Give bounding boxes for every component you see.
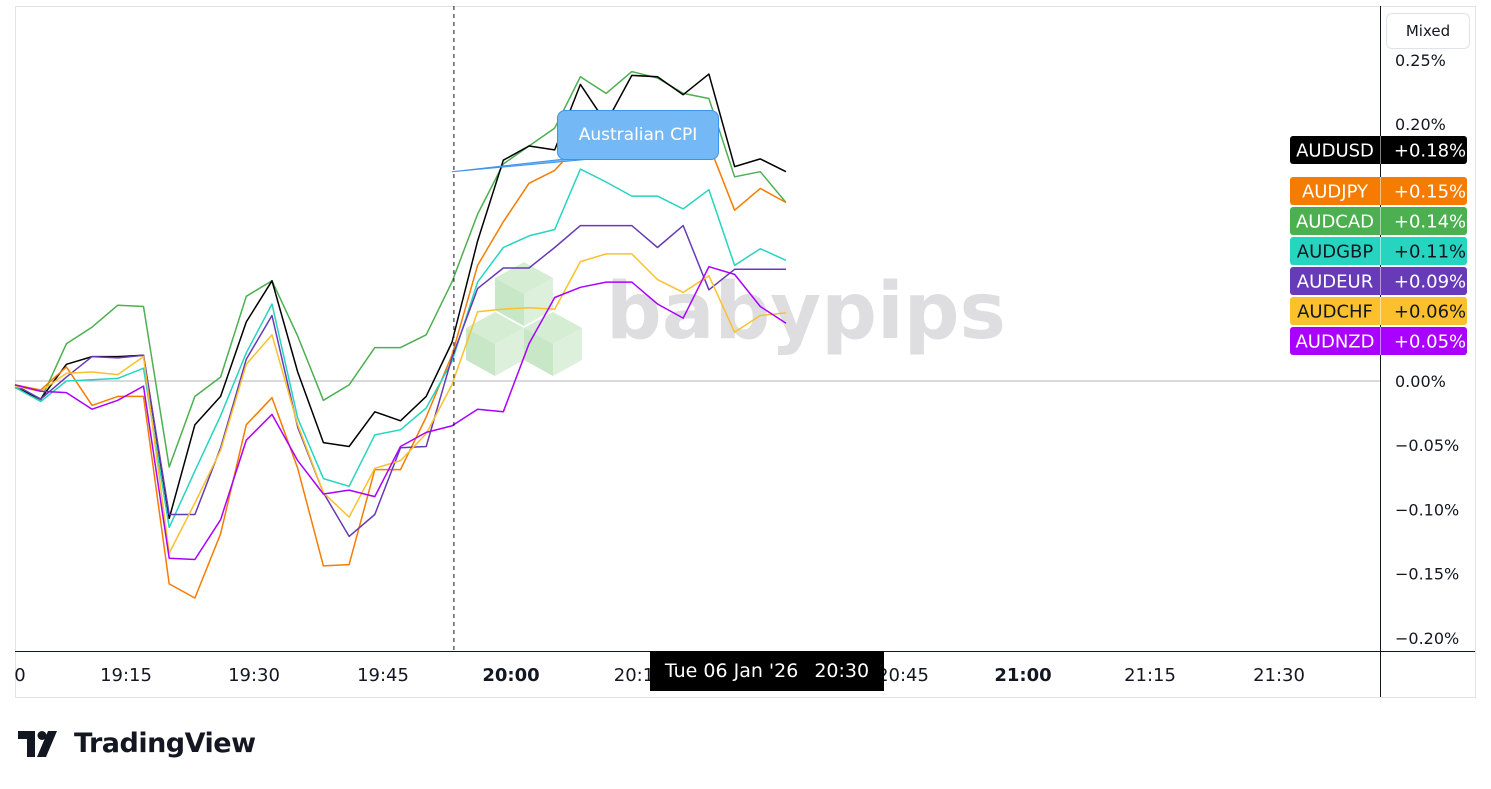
legend-badge-audcad: AUDCAD +0.14%: [1290, 207, 1467, 235]
legend-series-value: +0.11%: [1394, 242, 1466, 263]
x-tick-label: 19:15: [100, 665, 152, 686]
series-line-audnzd: [14, 265, 787, 561]
annotation-callout[interactable]: Australian CPI: [557, 110, 719, 160]
x-tick-label: 20:00: [482, 665, 539, 686]
series-lines: [14, 70, 787, 599]
legend-badge-audeur: AUDEUR +0.09%: [1290, 267, 1467, 295]
legend-series-name: AUDUSD: [1296, 141, 1374, 162]
annotation-text: Australian CPI: [578, 125, 698, 145]
x-tick-label: 0: [14, 665, 25, 686]
legend-series-value: +0.05%: [1394, 332, 1466, 353]
legend-series-name: AUDNZD: [1295, 332, 1374, 353]
x-tick-label: 21:30: [1253, 665, 1305, 686]
crosshair-date: Tue 06 Jan '26: [664, 660, 799, 682]
watermark-text: babypips: [606, 267, 1006, 357]
legend-badge-bg: [1290, 327, 1467, 355]
legend-badge-bg: [1290, 136, 1467, 164]
crosshair-time-label: Tue 06 Jan '26 20:30: [650, 651, 884, 691]
scale-mode-label: Mixed: [1405, 22, 1451, 40]
legend-badge-audjpy: AUDJPY +0.15%: [1290, 177, 1467, 205]
legend-series-value: +0.14%: [1394, 212, 1466, 233]
legend-badge-audchf: AUDCHF +0.06%: [1290, 297, 1467, 325]
legend-badge-bg: [1290, 207, 1467, 235]
x-tick-label: 20:45: [877, 665, 929, 686]
time-axis: 0 19:15 19:30 19:45 20:00 20:1 20:45 21:00 21:15…: [14, 665, 1305, 686]
scale-mode-button[interactable]: Mixed: [1386, 13, 1470, 49]
x-tick-label: 19:45: [357, 665, 409, 686]
x-tick-label: 19:30: [228, 665, 280, 686]
legend-badge-audgbp: AUDGBP +0.11%: [1290, 237, 1467, 265]
legend-series-value: +0.18%: [1394, 141, 1466, 162]
watermark-cube-left-side: [466, 328, 495, 376]
watermark-cube-right-front: [553, 328, 582, 376]
tradingview-logo-text: TradingView: [74, 728, 256, 759]
legend-series-value: +0.06%: [1394, 302, 1466, 323]
tradingview-logo-icon: [18, 730, 57, 757]
y-tick-label: 0.00%: [1395, 372, 1446, 391]
y-tick-label: −0.05%: [1395, 436, 1459, 455]
legend-series-name: AUDGBP: [1297, 242, 1374, 263]
watermark: babypips: [466, 262, 1006, 376]
y-tick-label: 0.25%: [1395, 51, 1446, 70]
legend-badge-bg: [1290, 237, 1467, 265]
legend-badge-audnzd: AUDNZD +0.05%: [1290, 327, 1467, 355]
legend-series-value: +0.15%: [1394, 182, 1466, 203]
legend-series-name: AUDCAD: [1296, 212, 1374, 233]
x-tick-label: 20:1: [614, 665, 654, 686]
legend-series-name: AUDEUR: [1297, 272, 1373, 293]
legend-badge-audusd: AUDUSD +0.18%: [1290, 136, 1467, 164]
tradingview-logo[interactable]: TradingView: [18, 728, 256, 759]
watermark-cube-top-left: [495, 278, 524, 326]
y-tick-label: −0.15%: [1395, 565, 1459, 584]
legend-series-name: AUDJPY: [1302, 182, 1369, 203]
series-line-audjpy: [14, 141, 787, 599]
crosshair-time: 20:30: [814, 660, 870, 682]
x-tick-label: 21:15: [1124, 665, 1176, 686]
series-line-audgbp: [14, 168, 787, 529]
series-line-audcad: [14, 70, 787, 468]
chart-frame: [15, 6, 1476, 698]
legend-badge-bg: [1290, 177, 1467, 205]
legend-series-name: AUDCHF: [1297, 302, 1373, 323]
x-tick-label: 21:00: [994, 665, 1051, 686]
y-tick-label: −0.10%: [1395, 500, 1459, 519]
legend-badges: AUDUSD +0.18% AUDJPY +0.15% AUDCAD +0.14% AUDG…: [1290, 136, 1467, 355]
y-tick-label: −0.20%: [1395, 629, 1459, 648]
watermark-cube-left-front: [495, 328, 524, 376]
y-tick-label: 0.20%: [1395, 115, 1446, 134]
legend-badge-bg: [1290, 267, 1467, 295]
legend-series-value: +0.09%: [1394, 272, 1466, 293]
series-line-audchf: [14, 253, 787, 554]
legend-badge-bg: [1290, 297, 1467, 325]
